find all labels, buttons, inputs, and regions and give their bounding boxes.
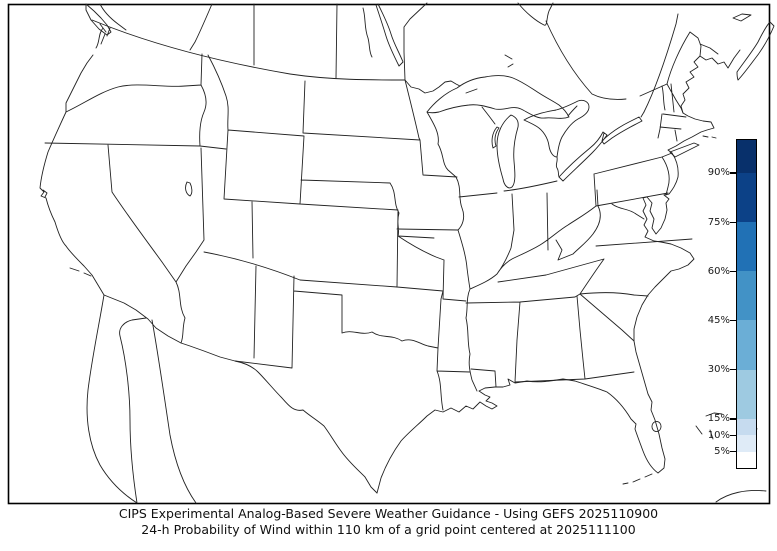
colorbar-tick-label: 90%: [707, 167, 730, 179]
colorbar-tick-label: 15%: [707, 413, 730, 425]
colorbar-tick-label: 30%: [707, 364, 730, 376]
state-borders: [44, 53, 693, 411]
colorbar-tick: [730, 418, 736, 420]
probability-colorbar: [736, 139, 757, 469]
colorbar-segment: [737, 451, 756, 468]
colorbar-segment: [737, 140, 756, 173]
figure-caption: CIPS Experimental Analog-Based Severe We…: [0, 506, 777, 538]
colorbar-tick-label: 45%: [707, 314, 730, 326]
colorbar-tick: [730, 369, 736, 371]
atlantic-gulf-coastline: [376, 55, 715, 494]
caption-line-2: 24-h Probability of Wind within 110 km o…: [141, 522, 636, 537]
colorbar-segment: [737, 222, 756, 272]
colorbar-tick: [730, 172, 736, 174]
vancouver-island: [85, 3, 112, 49]
colorbar-tick: [730, 451, 736, 453]
colorbar-tick-label: 10%: [707, 429, 730, 441]
colorbar-tick-label: 5%: [714, 446, 730, 458]
canada-provinces: [99, 2, 775, 113]
pacific-coastline: [39, 54, 105, 296]
canada-border: [91, 19, 461, 94]
colorbar-segment: [737, 418, 756, 436]
colorbar-tick: [730, 221, 736, 223]
colorbar-tick: [730, 270, 736, 272]
mexico-baja: [86, 294, 378, 504]
colorbar-tick: [730, 434, 736, 436]
map-frame: [7, 3, 771, 505]
colorbar-segment: [737, 369, 756, 419]
caption-line-1: CIPS Experimental Analog-Based Severe We…: [118, 506, 659, 521]
colorbar-tick-label: 60%: [707, 265, 730, 277]
colorbar-segment: [737, 271, 756, 321]
great-lakes: [185, 54, 666, 433]
colorbar-tick: [730, 319, 736, 322]
colorbar-tick-label: 75%: [707, 216, 730, 228]
colorbar-segment: [737, 320, 756, 370]
colorbar-segment: [737, 435, 756, 452]
colorbar-segment: [737, 172, 756, 222]
